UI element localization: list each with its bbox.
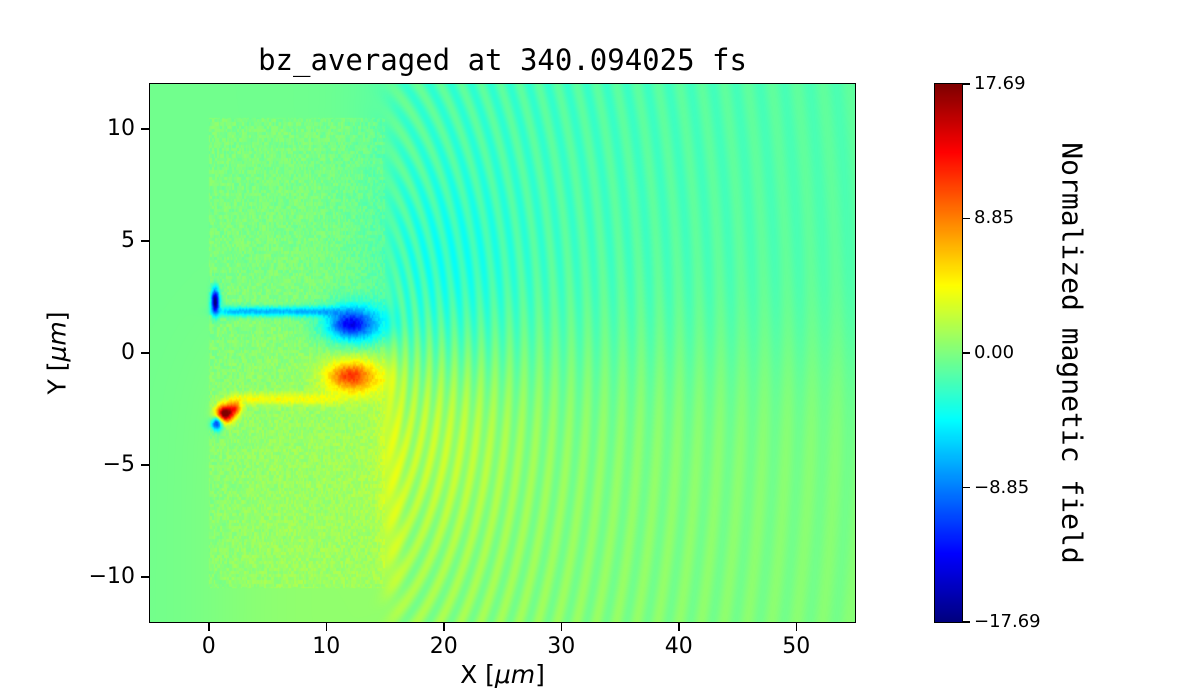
x-axis-label-suffix: ] xyxy=(535,660,545,689)
y-tick-label: 0 xyxy=(121,340,135,365)
y-tick-label: −10 xyxy=(88,564,135,590)
colorbar-tick-label: −17.69 xyxy=(974,611,1041,632)
heatmap-canvas xyxy=(150,84,855,622)
colorbar-tick-mark xyxy=(963,83,970,85)
colorbar xyxy=(934,83,963,623)
x-tick-label: 40 xyxy=(664,634,693,659)
x-tick-label: 10 xyxy=(312,634,341,659)
x-tick-label: 20 xyxy=(429,634,458,659)
colorbar-tick-label: −8.85 xyxy=(974,476,1030,498)
y-tick-mark xyxy=(141,464,149,466)
colorbar-tick-label: 8.85 xyxy=(974,207,1015,229)
y-axis-label-prefix: Y [ xyxy=(42,361,72,395)
y-tick-mark xyxy=(141,352,149,354)
x-tick-mark xyxy=(678,623,680,631)
y-axis-label-suffix: ] xyxy=(42,311,72,322)
x-tick-mark xyxy=(325,623,327,631)
y-tick-label: 10 xyxy=(107,115,135,141)
colorbar-canvas xyxy=(935,84,962,622)
colorbar-tick-label: 0.00 xyxy=(974,342,1015,363)
x-tick-label: 30 xyxy=(547,634,576,659)
x-axis-label-prefix: X [ xyxy=(460,660,495,689)
y-tick-mark xyxy=(141,576,149,578)
colorbar-tick-mark xyxy=(963,217,970,220)
y-tick-mark xyxy=(141,128,149,130)
x-tick-mark xyxy=(208,623,210,631)
x-axis-label-units: μm xyxy=(494,660,536,689)
colorbar-tick-mark xyxy=(963,486,970,489)
x-tick-mark xyxy=(795,623,797,631)
plot-title: bz_averaged at 340.094025 fs xyxy=(258,43,747,77)
y-tick-label: −5 xyxy=(102,452,135,478)
colorbar-tick-label: 17.69 xyxy=(974,73,1026,94)
x-axis-label: X [μm] xyxy=(150,660,855,689)
y-tick-mark xyxy=(141,240,149,242)
x-tick-label: 50 xyxy=(782,634,811,659)
x-tick-mark xyxy=(560,623,562,631)
y-tick-label: 5 xyxy=(121,227,135,253)
colorbar-tick-mark xyxy=(963,621,970,623)
heatmap-plot-area xyxy=(149,83,856,623)
x-tick-label: 0 xyxy=(201,634,216,659)
colorbar-tick-mark xyxy=(963,352,970,354)
x-tick-mark xyxy=(443,623,445,631)
